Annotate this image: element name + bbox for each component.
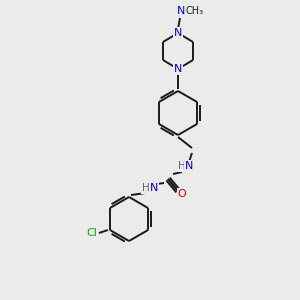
Text: N: N — [150, 183, 158, 193]
Text: N: N — [177, 6, 185, 16]
Text: N: N — [174, 64, 182, 74]
Text: H: H — [178, 161, 186, 171]
Text: H: H — [142, 183, 150, 193]
Text: O: O — [178, 189, 186, 199]
Text: N: N — [174, 28, 182, 38]
Text: Cl: Cl — [86, 228, 98, 238]
Text: N: N — [185, 161, 193, 171]
Text: CH₃: CH₃ — [186, 6, 204, 16]
